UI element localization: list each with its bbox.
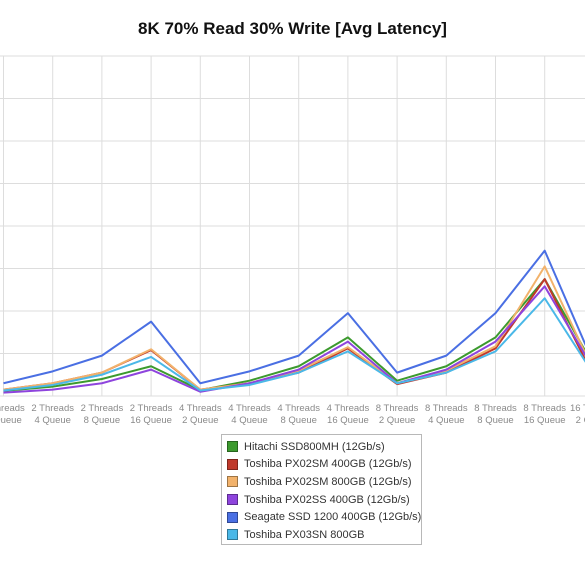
x-tick-label: 16 Threads <box>570 403 585 414</box>
grid <box>0 55 585 397</box>
legend-item: Toshiba PX03SN 800GB <box>227 526 421 544</box>
x-tick-label: 4 Queue <box>231 415 267 426</box>
legend: Hitachi SSD800MH (12Gb/s) Toshiba PX02SM … <box>221 434 422 545</box>
series-line <box>3 249 585 385</box>
x-tick-label: 8 Threads <box>376 403 419 414</box>
x-tick-label: 8 Threads <box>425 403 468 414</box>
x-tick-label: 4 Threads <box>277 403 320 414</box>
x-tick-label: 8 Threads <box>474 403 517 414</box>
x-tick-label: 16 Queue <box>524 415 566 426</box>
legend-swatch <box>227 441 238 453</box>
chart-title: 8K 70% Read 30% Write [Avg Latency] <box>138 19 447 38</box>
x-tick-label: 2 Queue <box>379 415 415 426</box>
legend-swatch <box>227 476 238 488</box>
series-line <box>3 265 585 391</box>
legend-label: Toshiba PX02SS 400GB (12Gb/s) <box>244 493 410 506</box>
legend-item: Hitachi SSD800MH (12Gb/s) <box>227 438 421 456</box>
x-tick-label: 4 Queue <box>428 415 464 426</box>
legend-item: Toshiba PX02SM 400GB (12Gb/s) <box>227 456 421 474</box>
legend-label: Toshiba PX02SM 800GB (12Gb/s) <box>244 475 412 488</box>
x-tick-label: 8 Queue <box>477 415 513 426</box>
legend-label: Hitachi SSD800MH (12Gb/s) <box>244 440 385 453</box>
series-line <box>3 285 585 394</box>
legend-label: Toshiba PX03SN 800GB <box>244 528 365 541</box>
series-lines <box>3 249 585 394</box>
x-tick-label: 2 Threads <box>31 403 74 414</box>
x-tick-label: 16 Queue <box>327 415 369 426</box>
x-tick-label: 8 Threads <box>523 403 566 414</box>
series-line <box>3 297 585 392</box>
x-tick-label: 8 Queue <box>84 415 120 426</box>
x-tick-label: 8 Queue <box>280 415 316 426</box>
legend-swatch <box>227 529 238 541</box>
legend-item: Seagate SSD 1200 400GB (12Gb/s) <box>227 508 421 526</box>
x-tick-label: 2 Threads <box>130 403 173 414</box>
legend-label: Seagate SSD 1200 400GB (12Gb/s) <box>244 511 422 524</box>
x-tick-label: 2 Threads <box>0 403 25 414</box>
x-tick-label: 4 Queue <box>34 415 70 426</box>
legend-swatch <box>227 458 238 470</box>
legend-item: Toshiba PX02SS 400GB (12Gb/s) <box>227 491 421 509</box>
x-tick-label: 2 Threads <box>81 403 124 414</box>
x-tick-label: 4 Threads <box>179 403 222 414</box>
legend-swatch <box>227 494 238 506</box>
series-line <box>3 278 585 392</box>
x-tick-label: 2 Queue <box>0 415 22 426</box>
x-tick-label: 2 Queue <box>576 415 585 426</box>
legend-item: Toshiba PX02SM 800GB (12Gb/s) <box>227 473 421 491</box>
legend-swatch <box>227 511 238 523</box>
x-tick-label: 2 Queue <box>182 415 218 426</box>
legend-label: Toshiba PX02SM 400GB (12Gb/s) <box>244 458 412 471</box>
x-tick-label: 16 Queue <box>130 415 172 426</box>
x-tick-label: 4 Threads <box>327 403 370 414</box>
x-tick-label: 4 Threads <box>228 403 271 414</box>
